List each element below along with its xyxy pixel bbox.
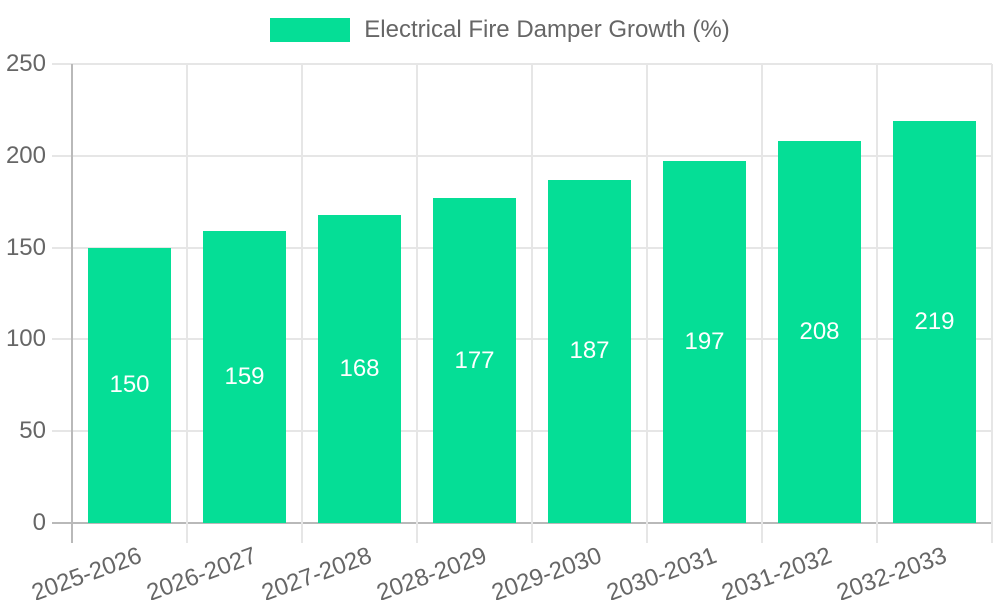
x-axis-tick (646, 523, 648, 543)
y-axis-tick (52, 338, 72, 341)
v-gridline (761, 64, 763, 523)
y-axis-tick (52, 63, 72, 65)
x-axis-tick (876, 523, 878, 543)
bar-value-label: 150 (109, 371, 150, 399)
x-axis-tick (761, 523, 763, 543)
legend-label: Electrical Fire Damper Growth (%) (364, 16, 730, 43)
bar-value-label: 177 (454, 346, 495, 374)
bar[interactable] (778, 141, 861, 523)
y-axis-tick (52, 522, 72, 524)
chart-legend: Electrical Fire Damper Growth (%) (0, 17, 1000, 43)
y-axis-tick-label: 50 (19, 417, 46, 445)
y-axis-tick-label: 250 (5, 50, 46, 77)
bar-value-label: 208 (799, 318, 840, 346)
x-axis-tick (71, 523, 73, 543)
bar-value-label: 159 (224, 363, 265, 391)
bar-value-label: 168 (339, 354, 380, 382)
y-axis-tick (52, 430, 72, 433)
legend-item[interactable]: Electrical Fire Damper Growth (%) (270, 16, 730, 43)
x-axis-tick (301, 523, 303, 543)
bar[interactable] (318, 214, 401, 523)
y-axis-tick-label: 100 (5, 325, 46, 353)
v-gridline (186, 64, 188, 523)
bar-value-label: 219 (914, 307, 955, 335)
y-axis-tick-label: 150 (5, 233, 46, 261)
legend-color-swatch (270, 18, 351, 42)
bar[interactable] (203, 231, 286, 523)
x-axis-tick (991, 523, 993, 543)
bar[interactable] (548, 179, 631, 523)
v-gridline (876, 64, 878, 523)
x-axis-tick (531, 523, 533, 543)
y-axis-tick-label: 200 (5, 141, 46, 169)
v-gridline (991, 64, 993, 523)
v-gridline (531, 64, 533, 523)
bar-value-label: 197 (684, 328, 725, 356)
v-gridline (646, 64, 648, 523)
bar[interactable] (433, 198, 516, 523)
v-gridline (416, 64, 418, 523)
bar[interactable] (88, 247, 171, 523)
bar-value-label: 187 (569, 337, 610, 365)
bar[interactable] (663, 161, 746, 523)
y-axis-tick (52, 154, 72, 157)
x-axis-tick (186, 523, 188, 543)
y-axis-line (71, 64, 73, 523)
v-gridline (301, 64, 303, 523)
y-axis-tick (52, 246, 72, 249)
x-axis-tick (416, 523, 418, 543)
y-axis-tick-label: 0 (32, 509, 46, 536)
bar[interactable] (893, 120, 976, 523)
